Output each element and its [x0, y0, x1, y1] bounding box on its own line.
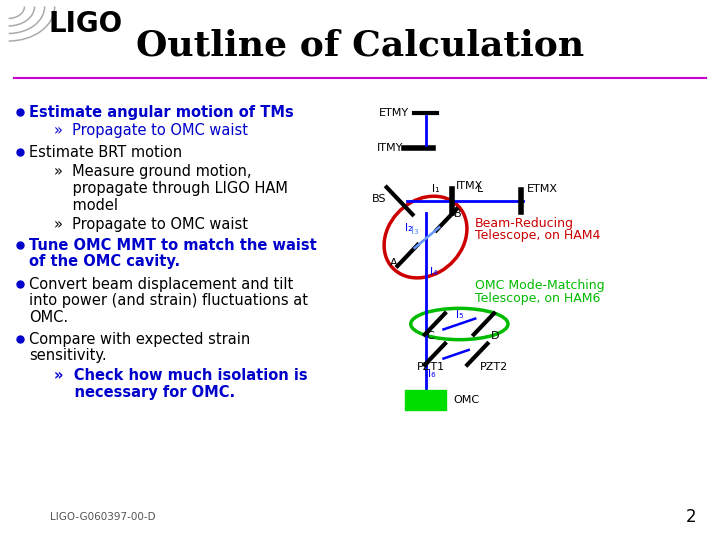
Text: Beam-Reducing: Beam-Reducing: [475, 217, 575, 230]
Text: Estimate angular motion of TMs: Estimate angular motion of TMs: [29, 105, 294, 120]
Text: ITMY: ITMY: [377, 143, 403, 153]
Text: L: L: [477, 184, 484, 194]
Text: OMC: OMC: [453, 395, 479, 405]
Text: LIGO: LIGO: [49, 10, 123, 38]
Text: D: D: [491, 331, 500, 341]
Text: sensitivity.: sensitivity.: [29, 348, 107, 363]
Text: necessary for OMC.: necessary for OMC.: [54, 385, 235, 400]
Text: of the OMC cavity.: of the OMC cavity.: [29, 254, 180, 269]
Text: PZT1: PZT1: [417, 362, 445, 372]
Text: into power (and strain) fluctuations at: into power (and strain) fluctuations at: [29, 293, 308, 308]
Text: 2: 2: [686, 508, 696, 526]
Text: l₅: l₅: [456, 310, 463, 320]
Text: Convert beam displacement and tilt: Convert beam displacement and tilt: [29, 276, 293, 292]
Text: BS: BS: [372, 194, 387, 204]
Text: »  Measure ground motion,: » Measure ground motion,: [54, 164, 251, 179]
Text: OMC Mode-Matching: OMC Mode-Matching: [475, 279, 605, 292]
Text: ETMY: ETMY: [379, 109, 409, 118]
Text: B: B: [454, 210, 462, 219]
Text: »  Propagate to OMC waist: » Propagate to OMC waist: [54, 123, 248, 138]
Text: Outline of Calculation: Outline of Calculation: [136, 29, 584, 63]
Text: Telescope, on HAM4: Telescope, on HAM4: [475, 230, 600, 242]
Text: l₆: l₆: [428, 369, 436, 379]
Text: OMC.: OMC.: [29, 310, 68, 325]
Text: l₄: l₄: [430, 267, 438, 277]
Text: Telescope, on HAM6: Telescope, on HAM6: [475, 292, 600, 305]
Text: propagate through LIGO HAM: propagate through LIGO HAM: [54, 181, 288, 196]
Text: l₃: l₃: [411, 226, 419, 236]
Text: Compare with expected strain: Compare with expected strain: [29, 332, 250, 347]
Text: ITMX: ITMX: [456, 181, 483, 191]
Text: »  Propagate to OMC waist: » Propagate to OMC waist: [54, 217, 248, 232]
Text: »  Check how much isolation is: » Check how much isolation is: [54, 368, 307, 383]
Text: A: A: [390, 258, 398, 268]
Text: Estimate BRT motion: Estimate BRT motion: [29, 145, 182, 160]
Text: l₁: l₁: [432, 184, 440, 194]
Text: ETMX: ETMX: [527, 184, 558, 194]
Text: C: C: [426, 331, 434, 341]
Text: Tune OMC MMT to match the waist: Tune OMC MMT to match the waist: [29, 238, 317, 253]
Text: LIGO-G060397-00-D: LIGO-G060397-00-D: [50, 512, 156, 522]
Bar: [405, 390, 446, 410]
Text: model: model: [54, 198, 118, 213]
Text: PZT2: PZT2: [480, 362, 508, 372]
Text: l₂: l₂: [405, 223, 413, 233]
